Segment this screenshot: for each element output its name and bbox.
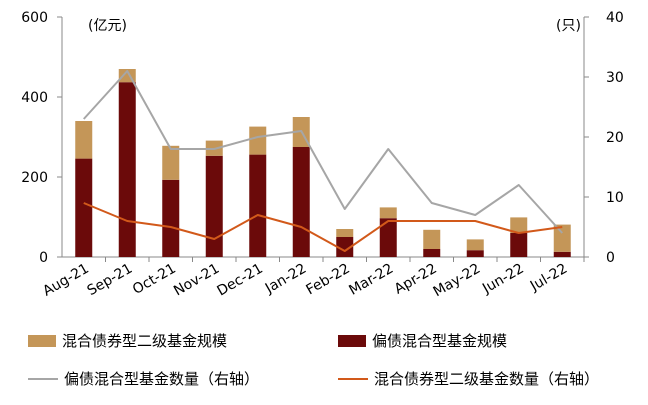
bars	[75, 69, 571, 257]
bar-debt-hybrid-scale	[423, 249, 441, 257]
x-tick-label: Mar-22	[346, 261, 396, 299]
bar-debt-hybrid-scale	[292, 147, 310, 257]
legend-item-hybrid-bond-scale: 混合债券型二级基金规模	[28, 330, 227, 351]
legend-item-hybrid-bond-count: 混合债券型二级基金数量（右轴）	[338, 368, 599, 389]
left-tick-label: 600	[21, 10, 48, 26]
x-tick-label: Aug-21	[40, 261, 91, 300]
x-tick-label: May-22	[431, 261, 484, 301]
bar-debt-hybrid-scale	[553, 251, 571, 257]
bar-debt-hybrid-scale	[118, 82, 136, 257]
legend-swatch	[338, 377, 368, 380]
legend-label: 混合债券型二级基金数量（右轴）	[374, 370, 600, 388]
left-tick-label: 400	[21, 90, 48, 106]
line-debt-hybrid-count	[83, 70, 563, 234]
x-tick-label: Nov-21	[171, 261, 222, 300]
bar-hybrid-bond-scale	[162, 145, 180, 180]
legend-swatch	[28, 377, 58, 380]
left-tick-label: 0	[39, 250, 48, 266]
left-axis-unit: (亿元)	[88, 18, 127, 34]
right-tick-label: 10	[606, 190, 624, 206]
bar-hybrid-bond-scale	[553, 224, 571, 252]
bar-hybrid-bond-scale	[466, 239, 484, 251]
x-tick-label: Jul-22	[527, 261, 570, 295]
bar-hybrid-bond-scale	[336, 229, 354, 237]
lines	[83, 70, 563, 252]
legend-item-debt-hybrid-count: 偏债混合型基金数量（右轴）	[28, 368, 259, 389]
bar-debt-hybrid-scale	[510, 233, 528, 257]
x-tick-label: Sep-21	[85, 261, 136, 299]
x-tick-label: Oct-21	[130, 261, 179, 298]
right-axis-unit: (只)	[556, 18, 581, 34]
bar-hybrid-bond-scale	[249, 126, 267, 155]
legend-swatch	[338, 334, 366, 347]
left-tick-label: 200	[21, 170, 48, 186]
x-tick-label: Jan-22	[262, 261, 309, 298]
combo-chart: 0 200 400 600 0 10 20 30 40 Aug-21Sep-21Oct-21Nov…	[21, 10, 624, 300]
x-tick-label: Jun-22	[479, 261, 527, 298]
bar-debt-hybrid-scale	[466, 250, 484, 257]
bar-hybrid-bond-scale	[379, 207, 397, 219]
legend-swatch	[28, 334, 56, 347]
legend-label: 混合债券型二级基金规模	[62, 332, 228, 350]
bar-hybrid-bond-scale	[423, 229, 441, 249]
right-tick-label: 40	[606, 10, 624, 26]
bar-debt-hybrid-scale	[336, 237, 354, 257]
legend-label: 偏债混合型基金数量（右轴）	[64, 370, 260, 388]
right-tick-label: 0	[606, 250, 615, 266]
bar-hybrid-bond-scale	[75, 121, 93, 159]
x-tick-label: Feb-22	[303, 261, 352, 299]
bar-debt-hybrid-scale	[75, 158, 93, 257]
bar-hybrid-bond-scale	[510, 217, 528, 233]
bar-debt-hybrid-scale	[205, 155, 223, 257]
x-tick-label: Dec-21	[214, 261, 265, 300]
x-tick-label: Apr-22	[392, 261, 440, 298]
legend: 混合债券型二级基金规模 偏债混合型基金规模 偏债混合型基金数量（右轴） 混合债券…	[0, 320, 648, 400]
legend-item-debt-hybrid-scale: 偏债混合型基金规模	[338, 330, 507, 351]
axes: 0 200 400 600 0 10 20 30 40 Aug-21Sep-21Oct-21Nov…	[21, 10, 624, 300]
right-tick-label: 20	[606, 130, 624, 146]
right-tick-label: 30	[606, 70, 624, 86]
bar-debt-hybrid-scale	[379, 218, 397, 257]
bar-debt-hybrid-scale	[249, 154, 267, 257]
bar-debt-hybrid-scale	[162, 179, 180, 257]
line-hybrid-bond-count	[83, 202, 563, 252]
legend-label: 偏债混合型基金规模	[372, 332, 508, 350]
